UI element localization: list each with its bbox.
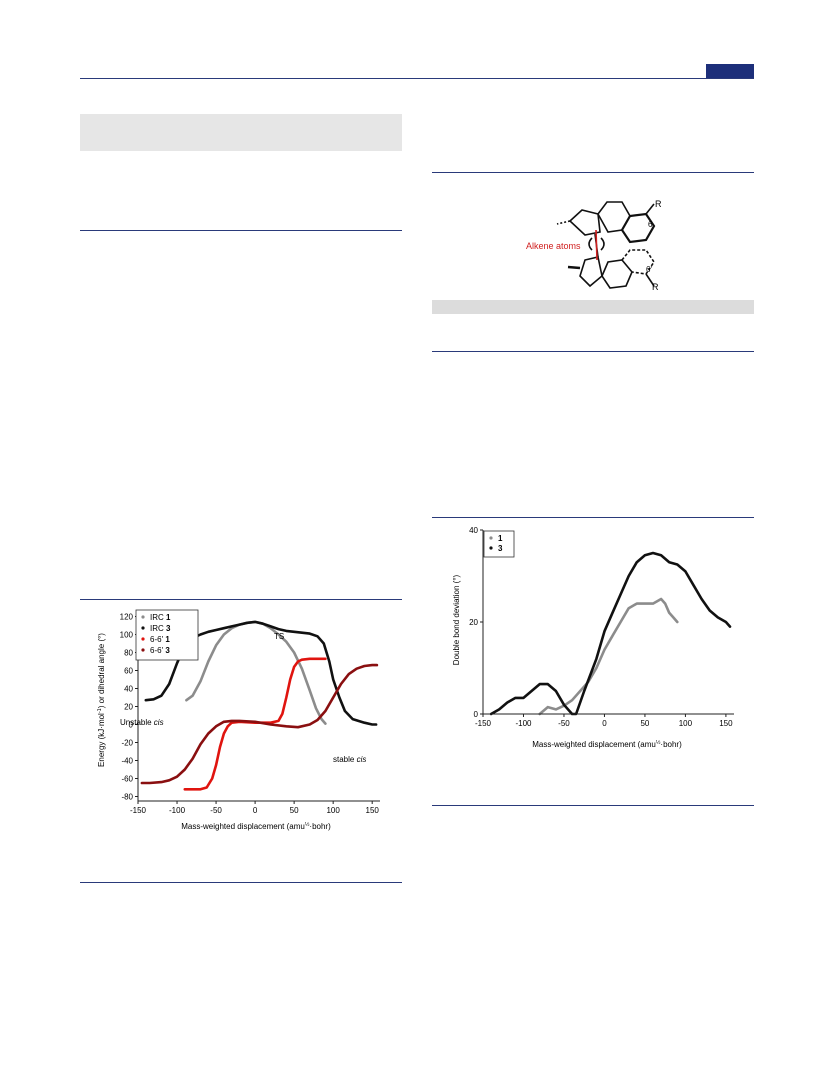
chart2-y-axis-label: Double bond deviation (°)	[452, 574, 461, 665]
c2-x-tick-label: 150	[719, 719, 733, 728]
c2-x-tick-label: 0	[602, 719, 607, 728]
c1-x-tick-label: 150	[366, 806, 380, 815]
c1-y-tick-label: 40	[124, 685, 133, 694]
c2-x-tick-label: -100	[515, 719, 532, 728]
c1-y-tick-label: -80	[121, 793, 133, 802]
annotation-ts: TS	[274, 632, 284, 641]
scheme-label-r-top: R	[655, 199, 662, 209]
c1-y-tick-label: 20	[124, 703, 133, 712]
c1-y-tick-label: -60	[121, 775, 133, 784]
left-divider-1	[80, 230, 402, 231]
c2-x-tick-label: -150	[475, 719, 492, 728]
c1-y-tick-label: 60	[124, 667, 133, 676]
figure-left-top-rule	[80, 599, 402, 600]
c1-y-tick-label: 0	[129, 721, 134, 730]
chart1-legend-marker-0	[141, 615, 145, 619]
scheme-label-6: 6	[648, 220, 653, 229]
chart2-legend: 13	[483, 530, 515, 558]
page-number-tab	[706, 64, 754, 78]
chart1-legend-marker-3	[141, 648, 145, 652]
right-divider-1	[432, 351, 754, 352]
chart1-legend-label-1: IRC 3	[150, 624, 171, 633]
chart1-legend-label-3: 6-6' 3	[150, 646, 170, 655]
chart1-legend-marker-1	[141, 626, 145, 630]
scheme-label-6prime: 6'	[646, 265, 652, 274]
chart1-legend-label-0: IRC 1	[150, 613, 171, 622]
scheme-top-rule	[432, 172, 754, 173]
figure-right-top-rule	[432, 517, 754, 518]
annotation-stable-cis: stable cis	[333, 755, 366, 764]
c1-x-tick-label: 100	[326, 806, 340, 815]
c1-x-tick-label: 0	[253, 806, 258, 815]
c2-y-tick-label: 0	[474, 710, 479, 719]
c2-series-line-1	[489, 551, 732, 716]
chart2-legend-frame	[483, 530, 515, 558]
c1-x-tick-label: -150	[130, 806, 147, 815]
chart1-legend: IRC 1 IRC 3 6-6' 1 6-6' 3	[135, 609, 199, 661]
energy-dihedral-chart: -150 -100 -50 0 50 100 150 -80 -60 -40 -20 0 20 40 60 8…	[97, 609, 380, 831]
scheme-label-r-bottom: R	[652, 282, 659, 292]
left-gray-box	[80, 114, 402, 151]
figure-right-bottom-rule	[432, 805, 754, 806]
chart1-x-axis-label: Mass-weighted displacement (amu½·bohr)	[181, 821, 331, 831]
c1-y-tick-label: -20	[121, 739, 133, 748]
figure-left-bottom-rule	[80, 882, 402, 883]
chart2-x-axis-label: Mass-weighted displacement (amu½·bohr)	[532, 739, 682, 749]
chart1-legend-marker-2	[141, 637, 145, 641]
scheme-caption-band	[432, 300, 754, 314]
c1-y-tick-label: -40	[121, 757, 133, 766]
double-bond-deviation-chart: -150 -100 -50 0 50 100 150 0 20 40 13 Mass-weight…	[452, 526, 734, 749]
chart1-legend-frame	[135, 609, 199, 661]
chart1-legend-label-2: 6-6' 1	[150, 635, 170, 644]
molecule-scheme: R 6 Alkene atoms 6' R	[526, 199, 662, 292]
chart2-legend-label-0: 1	[498, 534, 503, 543]
chart1-y-axis-label: Energy (kJ·mol-1) or dihedral angle (°)	[97, 633, 106, 767]
c1-y-tick-label: 120	[120, 613, 134, 622]
c1-series-line-0	[185, 620, 327, 725]
chart2-legend-marker-0	[489, 536, 493, 540]
chart2-legend-label-1: 3	[498, 544, 503, 553]
c1-y-tick-label: 100	[120, 631, 134, 640]
c1-x-tick-label: -50	[210, 806, 222, 815]
c1-x-tick-label: 50	[290, 806, 299, 815]
c1-x-tick-label: -100	[169, 806, 186, 815]
annotation-unstable-cis: Unstable cis	[120, 718, 164, 727]
c2-x-tick-label: -50	[558, 719, 570, 728]
c1-series-line-3	[140, 663, 379, 785]
c2-y-tick-label: 20	[469, 618, 478, 627]
c2-x-tick-label: 100	[679, 719, 693, 728]
c1-y-tick-label: 80	[124, 649, 133, 658]
c2-x-tick-label: 50	[640, 719, 649, 728]
scheme-label-alkene: Alkene atoms	[526, 241, 581, 251]
header-rule	[80, 78, 754, 79]
chart2-legend-marker-1	[489, 546, 493, 550]
c2-y-tick-label: 40	[469, 526, 478, 535]
